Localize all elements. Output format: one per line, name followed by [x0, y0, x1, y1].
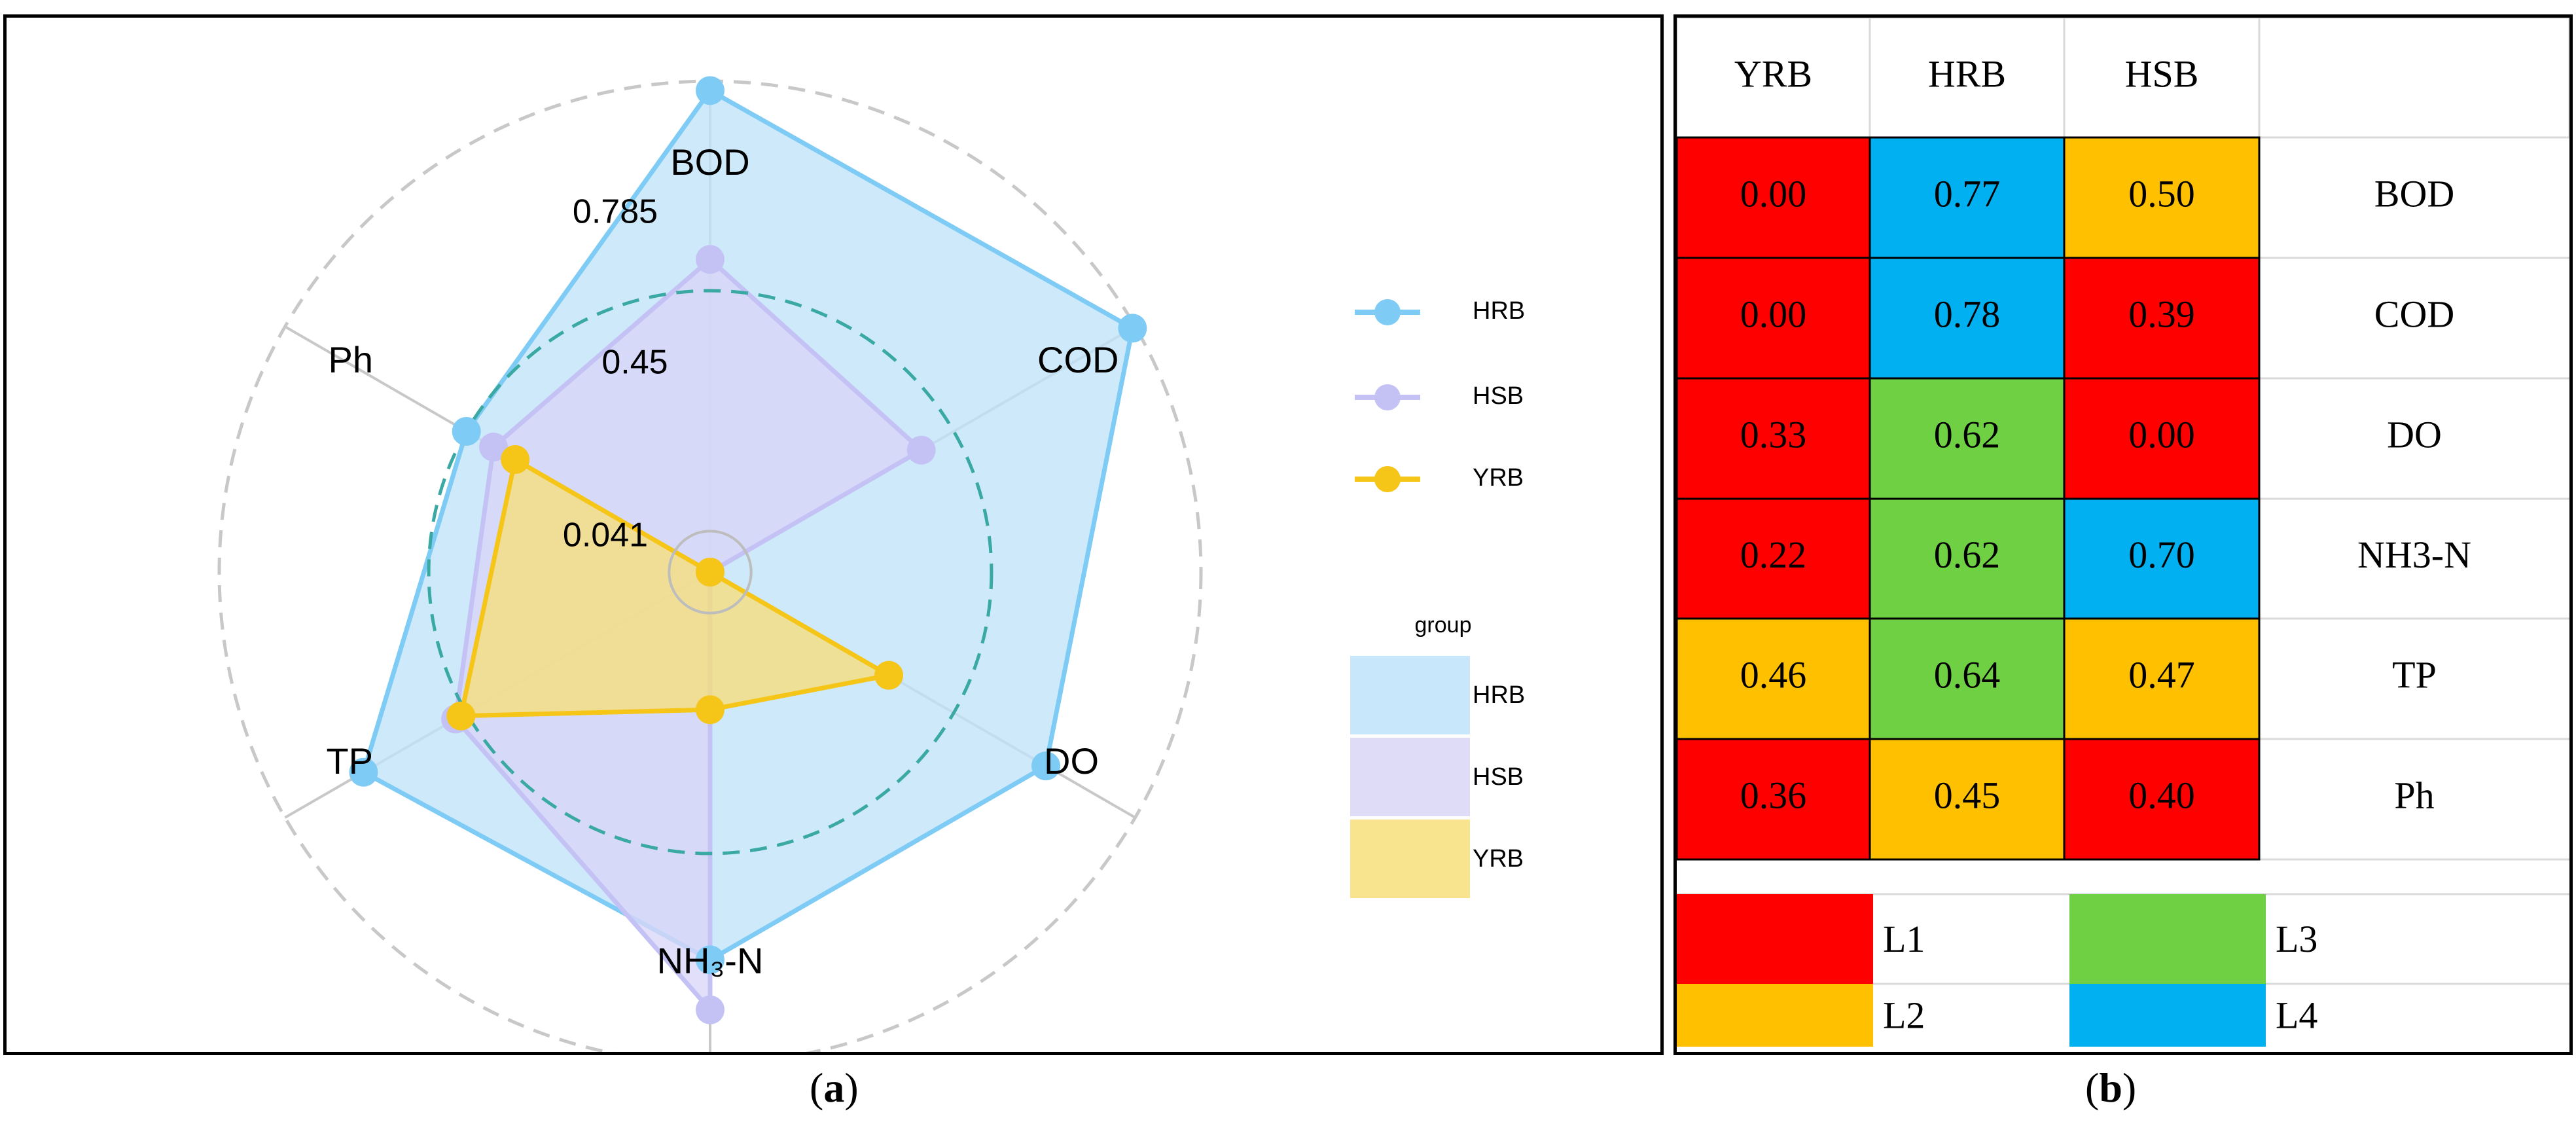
cell-value-tp-hrb: 0.64: [1934, 653, 2001, 696]
point-yrb-2: [874, 660, 904, 690]
row-label-do: DO: [2387, 413, 2442, 456]
legend-marker-hrb: [1374, 299, 1401, 325]
point-hrb-3: [696, 945, 724, 975]
axis-label-bod: BOD: [670, 141, 749, 183]
point-hrb-5: [452, 417, 481, 446]
axis-label-nhn: NH₃-N: [657, 940, 764, 981]
cell-value-ph-yrb: 0.36: [1740, 774, 1807, 816]
cell-value-bod-hrb: 0.77: [1934, 172, 2001, 215]
point-hrb-0: [696, 76, 724, 105]
cell-bod-yrb: [1675, 136, 1871, 259]
point-yrb-4: [446, 701, 476, 731]
row-label-bod: BOD: [2374, 172, 2454, 215]
radar-chart: 0.041 0.45 0.785 BOD COD DO NH₃-N TP Ph HRB HSB YRB…: [217, 76, 1525, 1065]
point-yrb-3: [696, 695, 724, 725]
legend-label-l1: L1: [1883, 918, 1925, 960]
cell-value-cod-hsb: 0.39: [2128, 293, 2195, 335]
grid-circle-inner: [668, 530, 753, 615]
cell-bod-hrb: [1869, 136, 2066, 259]
cell-nh3n-hsb: [2063, 497, 2261, 620]
legend-swatch-hrb: [1350, 656, 1470, 734]
radar-panel: 0.041 0.45 0.785 BOD COD DO NH₃-N TP Ph HRB HSB YRB…: [3, 14, 1664, 1065]
row-label-nh3n: NH3-N: [2357, 533, 2471, 576]
cell-value-cod-hrb: 0.78: [1934, 293, 2001, 335]
point-hrb-2: [1031, 751, 1060, 781]
point-hrb-1: [1118, 314, 1147, 343]
legend-marker-hsb: [1374, 384, 1401, 410]
cell-value-tp-hsb: 0.47: [2128, 653, 2195, 696]
cell-ph-hsb: [2063, 738, 2261, 861]
point-hsb-5: [479, 432, 509, 461]
legend-fill-label-hrb: HRB: [1473, 681, 1525, 709]
cell-value-do-hsb: 0.00: [2128, 413, 2195, 456]
col-header-yrb: YRB: [1734, 52, 1812, 95]
col-header-hsb: HSB: [2125, 52, 2199, 95]
legend-label-yrb: YRB: [1473, 464, 1524, 492]
legend-swatch-l1: [1677, 894, 1873, 984]
axis-label-ph: Ph: [329, 339, 374, 380]
legend-label-l4: L4: [2276, 994, 2317, 1036]
row-label-ph: Ph: [2394, 774, 2434, 816]
cell-ph-hrb: [1869, 738, 2066, 861]
point-hsb-0: [696, 245, 724, 274]
grid-label-0.785: 0.785: [573, 193, 658, 231]
legend-marker-yrb: [1374, 466, 1401, 492]
cell-do-hrb: [1869, 377, 2066, 500]
legend-label-hrb: HRB: [1473, 297, 1525, 325]
axis-label-cod: COD: [1037, 339, 1118, 380]
row-label-cod: COD: [2374, 293, 2454, 335]
cell-value-nh3n-hsb: 0.70: [2128, 533, 2195, 576]
cell-value-nh3n-hrb: 0.62: [1934, 533, 2001, 576]
axis-label-tp: TP: [326, 740, 373, 782]
legend-fill-label-hsb: HSB: [1473, 763, 1524, 791]
point-hsb-3: [696, 995, 724, 1024]
legend-label-l2: L2: [1883, 994, 1925, 1036]
series-polygons: [361, 88, 1135, 1013]
cell-bod-hsb: [2063, 136, 2261, 259]
cell-value-do-yrb: 0.33: [1740, 413, 1807, 456]
legend-swatch-l2: [1677, 984, 1873, 1047]
col-header-hrb: HRB: [1928, 52, 2006, 95]
cell-cod-hsb: [2063, 257, 2261, 380]
caption-a-letter: a: [823, 1064, 845, 1111]
legend-swatch-hsb: [1350, 738, 1470, 816]
cell-tp-hsb: [2063, 617, 2261, 740]
level-table: YRB HRB HSB 0.00 0.77 0.50 BOD 0.00 0.78 0.39 COD 0…: [1675, 16, 2571, 1047]
legend-swatch-yrb: [1350, 820, 1470, 898]
point-yrb-5: [501, 445, 530, 475]
legend-label-l3: L3: [2276, 918, 2317, 960]
table-panel: YRB HRB HSB 0.00 0.77 0.50 BOD 0.00 0.78 0.39 COD 0…: [1673, 14, 2573, 1055]
legend-title-group: group: [1415, 613, 1472, 638]
point-yrb-1: [696, 558, 724, 587]
cell-cod-hrb: [1869, 257, 2066, 380]
cell-tp-hrb: [1869, 617, 2066, 740]
point-hsb-1: [906, 435, 936, 465]
cell-value-nh3n-yrb: 0.22: [1740, 533, 1807, 576]
cell-value-bod-hsb: 0.50: [2128, 172, 2195, 215]
axis-label-do: DO: [1044, 740, 1099, 782]
point-hrb-4: [349, 757, 378, 787]
cell-value-ph-hrb: 0.45: [1934, 774, 2001, 816]
caption-b: (b): [2085, 1064, 2137, 1111]
cell-cod-yrb: [1675, 257, 1871, 380]
cell-value-ph-hsb: 0.40: [2128, 774, 2195, 816]
cell-value-cod-yrb: 0.00: [1740, 293, 1807, 335]
cell-value-bod-yrb: 0.00: [1740, 172, 1807, 215]
caption-b-letter: b: [2099, 1064, 2122, 1111]
cell-value-do-hrb: 0.62: [1934, 413, 2001, 456]
grid-label-0.041: 0.041: [563, 516, 648, 554]
grid-circle-middle: [427, 289, 993, 856]
cell-value-tp-yrb: 0.46: [1740, 653, 1807, 696]
grid-label-0.45: 0.45: [601, 344, 668, 382]
series-area-yrb: [458, 457, 891, 719]
legend-fill-label-yrb: YRB: [1473, 845, 1524, 873]
legend-label-hsb: HSB: [1473, 382, 1524, 410]
legend-swatch-l3: [2069, 894, 2266, 984]
caption-a: (a): [810, 1064, 859, 1111]
legend-swatch-l4: [2069, 984, 2266, 1047]
row-label-tp: TP: [2392, 653, 2437, 696]
cell-do-hsb: [2063, 377, 2261, 500]
